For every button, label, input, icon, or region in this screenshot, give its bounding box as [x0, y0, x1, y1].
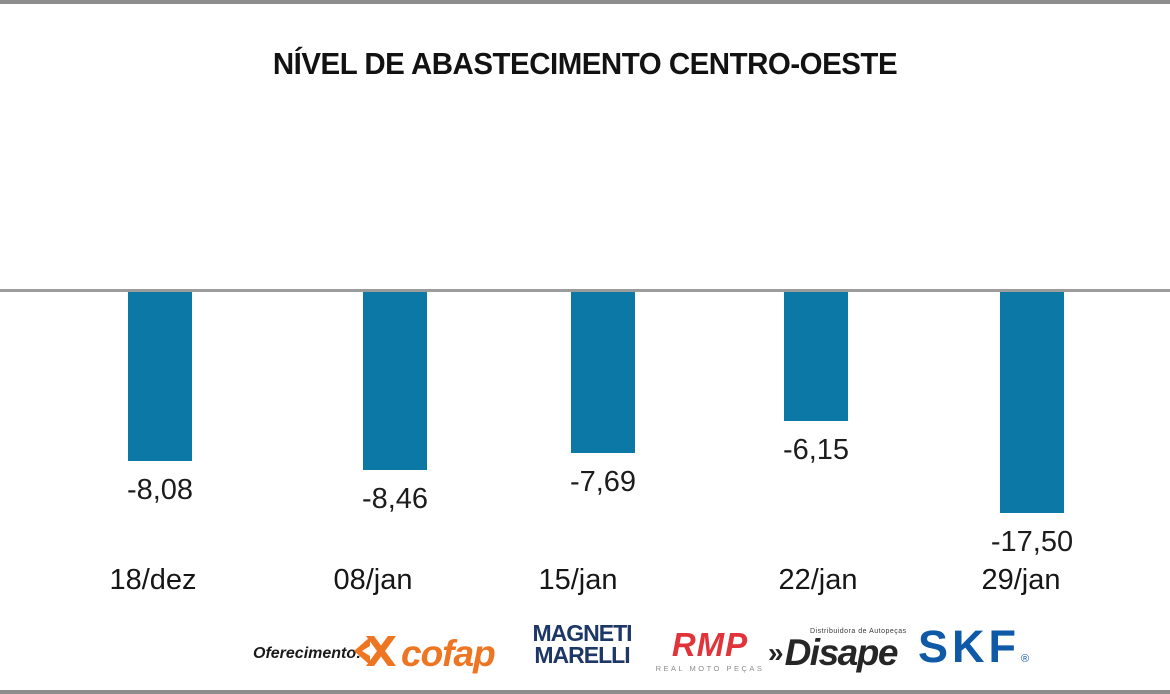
bar [128, 291, 192, 461]
magneti-line1: MAGNETI [532, 620, 632, 646]
bar [571, 291, 635, 453]
x-axis-label: 08/jan [333, 564, 413, 596]
chart-title: NÍVEL DE ABASTECIMENTO CENTRO-OESTE [272, 46, 898, 81]
skf-wordmark: SKF [918, 621, 1020, 672]
magneti-line2: MARELLI [534, 641, 630, 668]
rmp-logo: RMP REAL MOTO PEÇAS [655, 628, 765, 673]
disape-chevrons-icon: » [768, 636, 784, 668]
bar [363, 291, 427, 470]
bar-value-label: -17,50 [990, 526, 1074, 558]
zero-baseline [0, 289, 1170, 292]
magneti-marelli-logo: MAGNETI MARELLI [527, 620, 637, 668]
disape-subtext: Distribuidora de Autopeças [810, 628, 907, 635]
cofap-logo: cofap [352, 633, 496, 674]
x-axis-label: 22/jan [778, 564, 858, 596]
bar [1000, 291, 1064, 513]
bar [784, 291, 848, 421]
top-divider [0, 0, 1170, 4]
x-axis-label: 18/dez [109, 564, 197, 596]
disape-wordmark: Disape [784, 632, 899, 673]
bar-value-label: -7,69 [569, 466, 637, 498]
rmp-subtext: REAL MOTO PEÇAS [655, 664, 765, 673]
x-axis-label: 15/jan [538, 564, 618, 596]
bar-value-label: -8,46 [361, 483, 429, 515]
skf-logo: SKF ® [918, 621, 1030, 672]
rmp-wordmark: RMP [671, 626, 749, 663]
bar-value-label: -6,15 [782, 434, 850, 466]
bar-value-label: -8,08 [126, 474, 194, 506]
bottom-divider [0, 690, 1170, 694]
registered-trademark-icon: ® [1021, 653, 1030, 666]
disape-logo: Distribuidora de Autopeças » Disape [768, 628, 913, 671]
cofap-x-icon [352, 633, 398, 674]
sponsor-label: Oferecimento: [253, 645, 362, 662]
x-axis-label: 29/jan [981, 564, 1061, 596]
cofap-wordmark: cofap [401, 633, 496, 674]
